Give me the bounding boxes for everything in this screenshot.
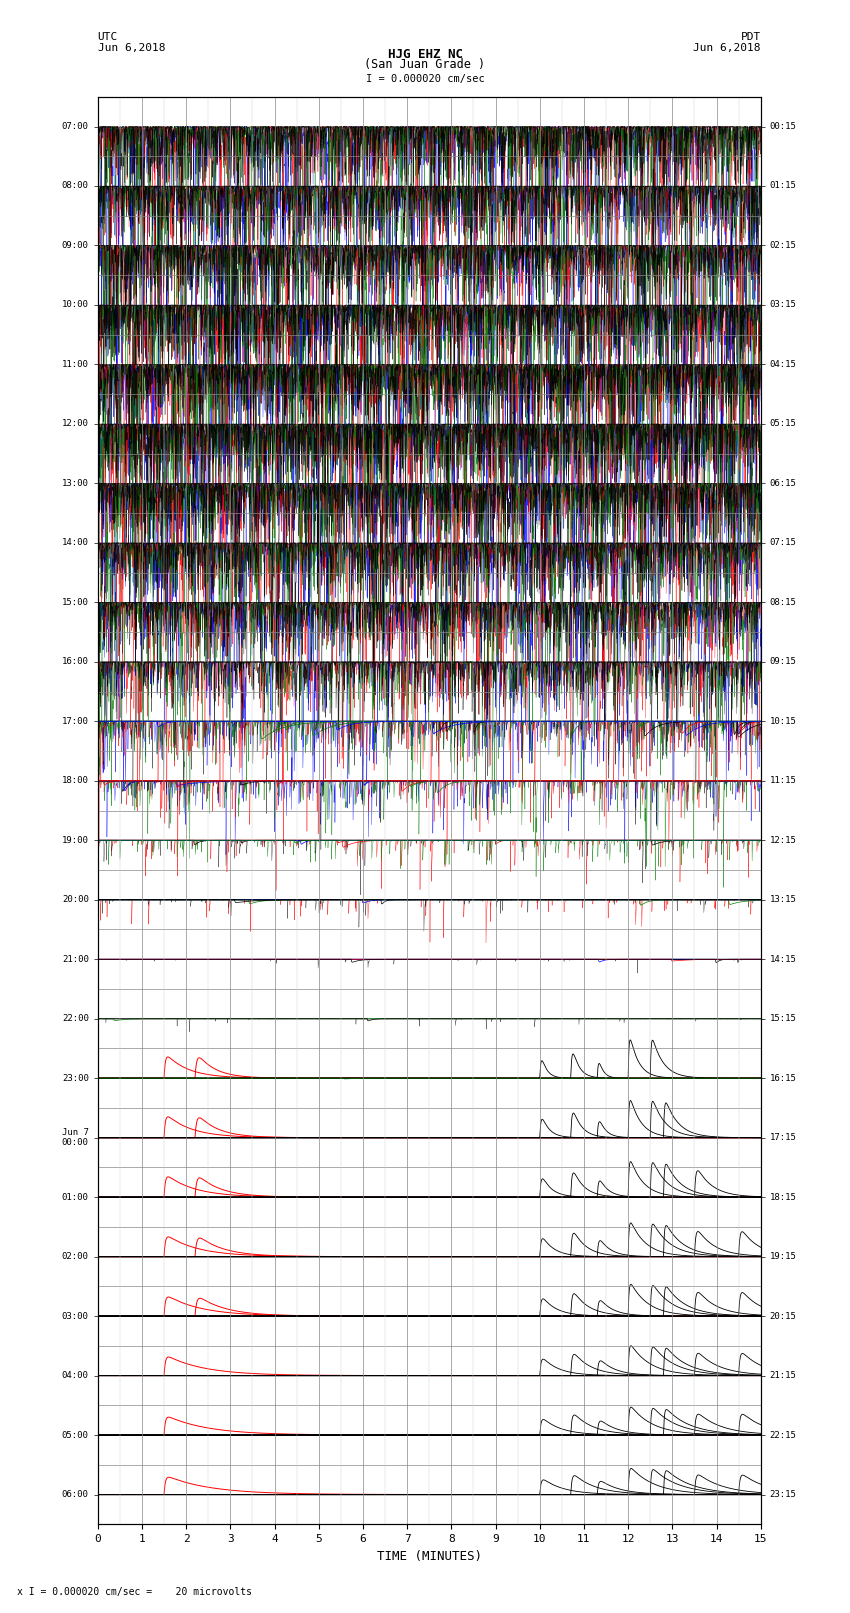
Text: (San Juan Grade ): (San Juan Grade ): [365, 58, 485, 71]
Text: I = 0.000020 cm/sec: I = 0.000020 cm/sec: [366, 74, 484, 84]
Text: HJG EHZ NC: HJG EHZ NC: [388, 48, 462, 61]
Text: Jun 6,2018: Jun 6,2018: [98, 44, 165, 53]
Text: Jun 6,2018: Jun 6,2018: [694, 44, 761, 53]
Text: PDT: PDT: [740, 32, 761, 42]
X-axis label: TIME (MINUTES): TIME (MINUTES): [377, 1550, 482, 1563]
Text: UTC: UTC: [98, 32, 118, 42]
Text: x I = 0.000020 cm/sec =    20 microvolts: x I = 0.000020 cm/sec = 20 microvolts: [17, 1587, 252, 1597]
